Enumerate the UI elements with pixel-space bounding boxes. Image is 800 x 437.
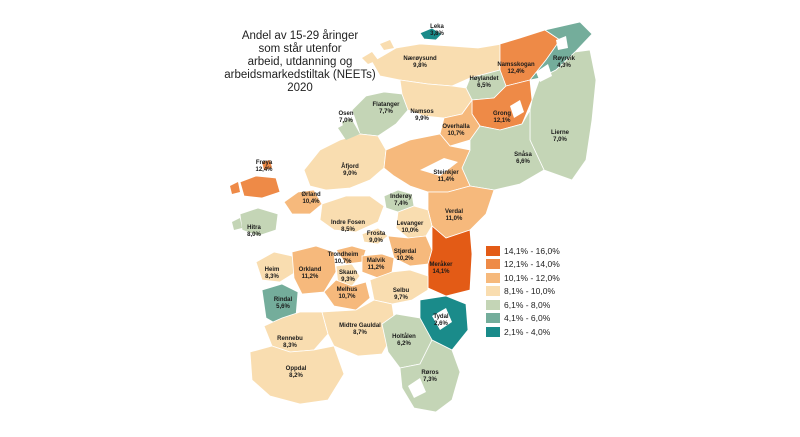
municipality-labels: Leka 3,8% Nærøysund 9,8% Namsskogan 12,4% Røyr… [247,24,576,383]
municipality-label: Malvik 11,2% [367,258,386,271]
municipality-label: Frøya 12,4% [255,160,273,173]
municipality-label: Orkland 11,2% [299,267,322,280]
legend-label: 4,1% - 6,0% [504,313,551,323]
municipality-label: Selbu 9,7% [393,288,410,301]
municipality-hitra [239,207,279,237]
legend-swatch [486,272,500,283]
island [262,160,272,170]
municipality-label: Osen 7,0% [338,111,353,124]
municipality-label: Steinkjer 11,4% [433,170,459,183]
lake [556,36,568,50]
legend-label: 8,1% - 10,0% [504,286,556,296]
municipality-label: Overhalla 10,7% [442,124,470,137]
municipality-label: Frosta 9,0% [367,231,386,244]
island [338,120,360,140]
municipality-label: Røros 7,3% [421,370,439,383]
municipality-label: Midtre Gauldal 8,7% [339,323,381,336]
legend-swatch [486,259,500,269]
lake [536,64,552,82]
municipality-label: Nærøysund 9,8% [403,56,437,69]
legend-swatch [486,313,500,323]
municipality-label: Levanger 10,0% [397,221,424,234]
municipality-label: Rindal 5,6% [274,297,293,310]
municipality-label: Flatanger 7,7% [372,102,400,115]
legend-item: 4,1% - 6,0% [486,312,560,325]
municipality-label: Hitra 8,0% [247,225,261,238]
municipality-melhus [323,279,371,311]
municipality-orkland [291,245,337,295]
municipality-label: Høylandet 6,5% [469,76,498,89]
map-title: Andel av 15-29 åringer som står utenfor … [224,30,376,94]
legend-item: 6,1% - 8,0% [486,298,560,311]
municipality-levanger [395,205,433,239]
legend-item: 12,1% - 14,0% [486,258,560,271]
municipality-label: Trondheim 10,7% [328,252,359,265]
lakes [408,36,568,398]
municipality-frøya [239,175,281,199]
municipality-indre-fosen [319,195,385,233]
municipality-label: Grong 12,1% [493,111,511,124]
municipality-label: Skaun 9,3% [339,270,357,283]
municipality-label: Rennebu 8,3% [277,336,303,349]
municipality-label: Inderøy 7,4% [390,194,412,207]
island [230,182,240,194]
legend-swatch [486,326,500,337]
lake [510,100,524,118]
lake [420,158,458,176]
legend: 14,1% - 16,0% 12,1% - 14,0% 10,1% - 12,0… [486,244,560,339]
municipality-label: Oppdal 8,2% [286,366,307,379]
municipality-label: Stjørdal 10,2% [394,249,417,262]
municipality-label: Melhus 10,7% [337,287,358,300]
municipality-label: Verdal 11,0% [445,209,463,222]
island [362,52,378,64]
legend-item: 10,1% - 12,0% [486,271,560,284]
lake [432,308,452,330]
municipality-label: Åfjord 9,0% [341,163,359,177]
municipality-åfjord [303,133,387,191]
legend-label: 2,1% - 4,0% [504,326,551,337]
legend-label: 10,1% - 12,0% [504,272,560,283]
island [380,40,394,50]
municipality-label: Holtålen 6,2% [392,333,416,347]
municipality-leka [419,27,443,41]
municipality-label: Namsskogan 12,4% [497,62,535,75]
municipality-label: Meråker 14,1% [429,261,453,275]
legend-label: 12,1% - 14,0% [504,259,560,269]
municipality-label: Røyrvik 4,3% [553,56,576,69]
lake [408,378,426,398]
municipality-label: Namsos 9,9% [410,109,434,122]
municipality-meråker [427,225,473,297]
legend-item: 2,1% - 4,0% [486,325,560,338]
legend-swatch [486,299,500,310]
municipality-oppdal [249,345,345,405]
municipality-label: Heim 8,3% [265,267,280,280]
municipality-label: Leka 3,8% [430,24,444,37]
legend-item: 8,1% - 10,0% [486,285,560,298]
municipality-frosta [361,227,389,245]
legend-label: 14,1% - 16,0% [504,245,560,256]
legend-item: 14,1% - 16,0% [486,244,560,257]
island [232,218,242,230]
municipality-label: Lierne 7,0% [551,130,570,143]
legend-swatch [486,286,500,296]
municipality-label: Ørland 10,4% [301,192,321,205]
municipality-label: Snåsa 6,6% [514,151,532,165]
municipality-label: Indre Fosen 8,5% [331,220,365,233]
legend-label: 6,1% - 8,0% [504,299,551,310]
municipality-label: Tydal 2,6% [433,314,449,327]
legend-swatch [486,245,500,256]
